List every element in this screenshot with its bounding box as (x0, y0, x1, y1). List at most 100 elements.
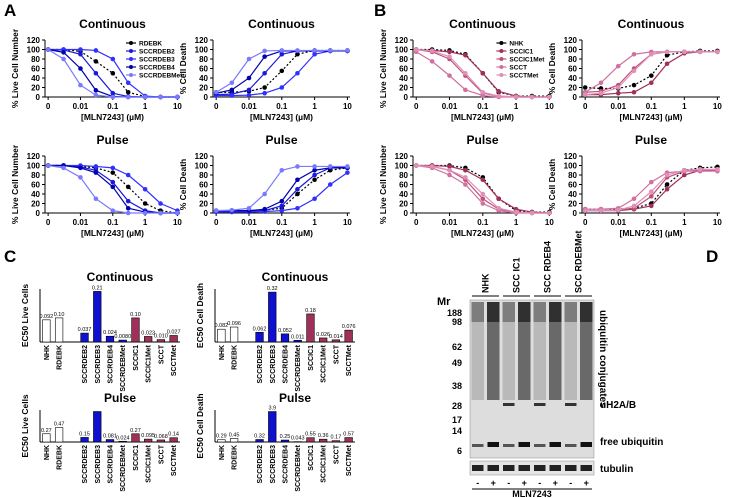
data-point (615, 63, 621, 69)
chart-title: Continuous (449, 17, 516, 31)
data-point (447, 164, 452, 169)
data-point (78, 82, 83, 88)
y-tick-label: 0 (573, 93, 578, 102)
data-point (78, 165, 83, 171)
x-tick-label: 0.1 (276, 218, 288, 227)
band-uh2a (534, 403, 546, 406)
mw-marker: 14 (452, 426, 462, 436)
legend-marker (499, 57, 504, 61)
data-point (110, 184, 116, 190)
data-point (279, 48, 285, 53)
band-tubulin (472, 465, 484, 471)
value-label: 0.052 (278, 328, 292, 334)
data-point (295, 51, 300, 57)
chart-title: Continuous (618, 17, 685, 31)
data-point (93, 92, 99, 98)
x-tick-label: SCCRDEB2 (257, 445, 264, 484)
data-point (463, 175, 468, 180)
x-tick-label: SCCTMet (171, 444, 178, 476)
data-point (312, 164, 317, 169)
y-tick-label: 60 (199, 65, 208, 74)
x-tick-label: SCCRDEB4 (283, 445, 290, 484)
smear (487, 302, 500, 400)
x-tick-label: 10 (545, 218, 554, 227)
x-tick-label: 0 (414, 102, 419, 111)
data-point (648, 80, 654, 86)
data-point (246, 56, 252, 62)
y-tick-label: 120 (27, 152, 41, 161)
series-line (585, 51, 718, 93)
legend-label: SCCRDEB4 (139, 65, 175, 72)
y-tick-label: 40 (199, 190, 208, 199)
data-point (93, 196, 99, 202)
y-axis-label: % Live Cell Number (10, 144, 20, 224)
y-tick-label: 40 (31, 74, 40, 83)
chart-title: Pulse (96, 133, 128, 147)
bar (268, 291, 277, 343)
smear-top (564, 302, 577, 322)
data-point (715, 167, 720, 172)
y-axis-label: EC50 Cell Death (195, 393, 205, 458)
data-point (110, 165, 116, 171)
smear-top (533, 302, 546, 322)
bar (229, 438, 239, 443)
data-point (61, 165, 66, 171)
y-tick-label: 20 (199, 84, 208, 93)
mw-marker: 17 (452, 415, 462, 425)
data-point (547, 94, 552, 100)
band-free-ubiquitin (472, 444, 484, 447)
y-tick-label: 100 (27, 46, 41, 55)
band-label: free ubiquitin (600, 437, 663, 448)
data-point (631, 68, 637, 74)
value-label: 0.026 (316, 332, 330, 338)
data-point (615, 85, 621, 90)
data-point (295, 177, 300, 183)
chart-title: Pulse (104, 391, 136, 405)
data-point (463, 167, 468, 173)
smear-top (487, 302, 500, 322)
data-point (246, 205, 252, 211)
y-tick-label: 0 (404, 93, 409, 102)
bar (255, 332, 264, 343)
data-point (631, 196, 637, 202)
data-point (480, 196, 486, 202)
x-tick-label: 0.1 (646, 102, 658, 111)
y-tick-label: 0 (204, 93, 209, 102)
data-point (312, 48, 317, 53)
band-label: uH2A/B (600, 400, 636, 411)
y-tick-label: 80 (199, 55, 208, 64)
data-point (93, 164, 99, 169)
smear-top (580, 302, 593, 322)
y-tick-label: 40 (568, 74, 577, 83)
data-point (631, 203, 637, 209)
blot-tubulin-strip (469, 460, 595, 476)
data-point (45, 47, 51, 52)
data-point (312, 177, 317, 183)
chart-title: Pulse (466, 133, 498, 147)
band-free-ubiquitin (580, 442, 592, 447)
data-point (262, 70, 267, 76)
value-label: 0.095 (141, 433, 155, 439)
y-tick-label: 120 (564, 36, 578, 45)
data-point (429, 59, 435, 64)
data-point (582, 85, 588, 90)
value-label: 0.21 (92, 285, 103, 291)
value-label: 3.9 (268, 406, 276, 412)
data-point (631, 82, 637, 88)
y-axis-label: % Live Cell Number (10, 28, 20, 108)
band-label: tubulin (600, 464, 633, 475)
bar (156, 339, 166, 343)
data-point (142, 201, 148, 206)
data-point (648, 189, 654, 194)
y-tick-label: 60 (399, 181, 408, 190)
data-point (513, 94, 519, 100)
y-tick-label: 20 (568, 200, 577, 209)
y-axis-label: EC50 Live Cells (20, 394, 30, 458)
panel-label: B (374, 1, 386, 20)
x-tick-label: SCCRDEB3 (270, 345, 277, 384)
treatment-label: + (553, 478, 558, 488)
value-label: 0.14 (168, 432, 179, 438)
smear (580, 302, 593, 400)
band-label: ubiquitin conjugates (597, 310, 608, 408)
x-tick-label: SCCTMet (346, 344, 353, 376)
